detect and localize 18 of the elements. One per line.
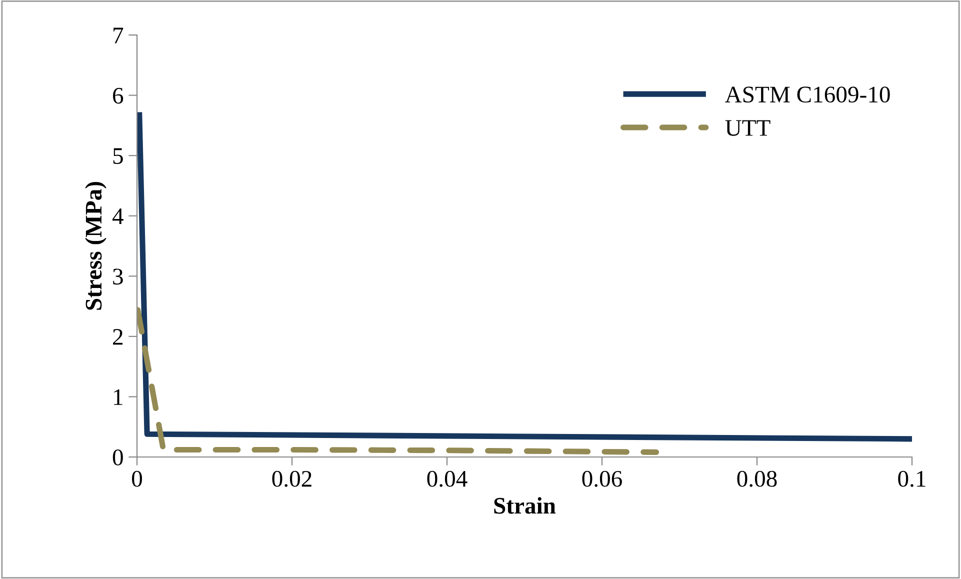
x-tick-label: 0.08 xyxy=(737,470,777,487)
y-tick-label: 6 xyxy=(113,88,124,104)
legend-label: UTT xyxy=(725,120,770,136)
x-axis-title: Strain xyxy=(494,497,556,514)
x-tick-label: 0 xyxy=(132,470,142,487)
x-tick-label: 0.04 xyxy=(427,470,468,487)
y-axis-title: Stress (MPa) xyxy=(85,182,106,310)
y-tick-label: 2 xyxy=(113,328,123,345)
y-tick-label: 3 xyxy=(113,268,123,285)
y-tick-label: 7 xyxy=(114,28,124,44)
legend-label: ASTM C1609-10 xyxy=(725,86,890,103)
y-tick-label: 1 xyxy=(114,389,122,405)
x-tick-label: 0.02 xyxy=(272,470,312,487)
y-tick-label: 4 xyxy=(112,208,124,224)
x-tick-label: 0.1 xyxy=(898,470,926,487)
y-tick-label: 0 xyxy=(112,449,123,466)
x-tick-label: 0.06 xyxy=(582,470,622,487)
y-tick-label: 5 xyxy=(113,148,123,164)
